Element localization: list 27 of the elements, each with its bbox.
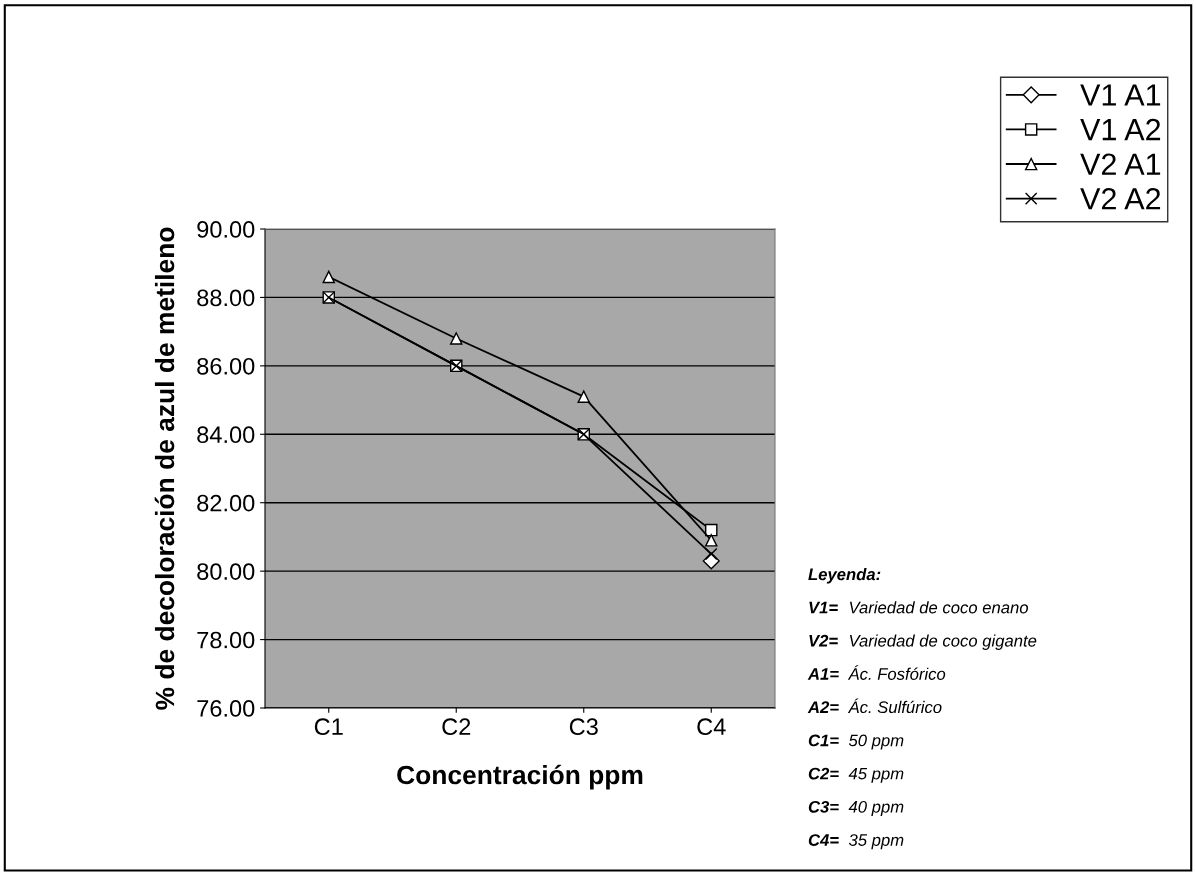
y-tick-label: 80.00 [197, 563, 255, 580]
x-axis-title: Concentración ppm [397, 764, 643, 790]
y-tick-label: 76.00 [197, 700, 255, 717]
legend-label: V2 A2 [1080, 187, 1161, 210]
text: A1= Ác. Fosfórico [807, 665, 946, 680]
text: C1= 50 ppm [808, 734, 904, 750]
text: Leyenda: [808, 568, 881, 584]
legend-label: V1 A1 [1080, 84, 1161, 106]
y-tick-label: 86.00 [197, 357, 255, 375]
legend-label: V1 A2 [1080, 118, 1161, 141]
text: V1= Variedad de coco enano [809, 601, 1029, 614]
text: C4= 35 ppm [808, 834, 904, 850]
y-axis-title: % de decoloración de azul de metileno [154, 227, 175, 710]
x-tick-label: C3 [569, 718, 598, 736]
y-tick-label: 88.00 [197, 289, 255, 307]
text: C2= 45 ppm [808, 767, 904, 783]
y-tick-label: 82.00 [197, 494, 255, 512]
y-tick-label: 84.00 [197, 426, 255, 444]
y-tick-label: 78.00 [197, 631, 255, 649]
text: A2= Ác. Sulfúrico [807, 698, 942, 714]
legend-label: V2 A1 [1080, 153, 1161, 175]
x-tick-label: C4 [697, 718, 726, 736]
y-tick-label: 90.00 [197, 221, 255, 238]
x-tick-label: C1 [314, 718, 343, 736]
x-tick-label: C2 [442, 718, 471, 736]
text: V2= Variedad de coco gigante [809, 634, 1037, 650]
text: C3= 40 ppm [808, 800, 904, 817]
